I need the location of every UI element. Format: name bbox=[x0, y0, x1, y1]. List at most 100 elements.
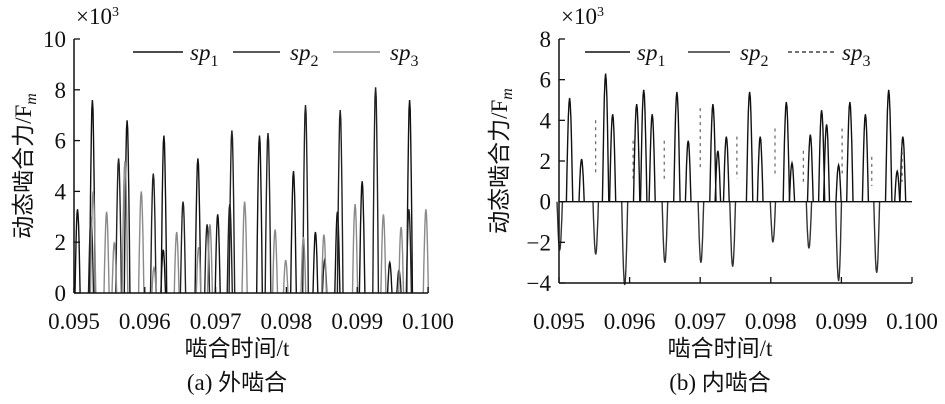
peak-mark bbox=[769, 201, 777, 243]
series-sp3 bbox=[595, 108, 903, 186]
series-sp1 bbox=[74, 99, 414, 294]
y-tick-label: 8 bbox=[55, 78, 67, 103]
x-tick-label: 0.096 bbox=[604, 309, 656, 334]
peak-mark bbox=[405, 209, 413, 294]
peak-mark bbox=[302, 104, 309, 294]
peak-mark bbox=[300, 236, 307, 294]
peak-mark bbox=[601, 73, 610, 202]
peak-mark bbox=[320, 234, 327, 294]
peak-mark bbox=[884, 89, 893, 202]
peak-mark bbox=[592, 201, 600, 255]
peak-mark bbox=[406, 99, 414, 294]
x-tick-label: 0.097 bbox=[190, 309, 242, 334]
y-tick-label: 10 bbox=[43, 27, 66, 52]
peak-mark bbox=[782, 101, 791, 202]
chart-panel-a: 0 2 4 6 8 10 0.095 0.096 0.097 0.098 0.099 0.100 ×10… bbox=[11, 4, 454, 395]
peak-mark bbox=[358, 181, 366, 294]
peak-mark bbox=[151, 265, 157, 294]
y-multiplier: ×103 bbox=[561, 4, 604, 29]
legend-item-sp2: sp2 bbox=[688, 40, 768, 70]
x-tick-label: 0.097 bbox=[674, 309, 726, 334]
peak-mark bbox=[195, 247, 202, 294]
peak-mark bbox=[121, 160, 129, 294]
x-axis-label: 啮合时间/t bbox=[185, 336, 290, 361]
legend-label: sp2 bbox=[290, 40, 318, 70]
x-axis-label: 啮合时间/t bbox=[668, 336, 773, 361]
peak-mark bbox=[336, 110, 344, 294]
peak-mark bbox=[873, 201, 881, 273]
peak-mark bbox=[226, 204, 233, 294]
peak-mark bbox=[149, 173, 157, 294]
peak-mark bbox=[709, 104, 717, 202]
x-tick-label: 0.098 bbox=[261, 309, 313, 334]
peak-mark bbox=[805, 201, 813, 249]
y-tick-label: 0 bbox=[55, 281, 67, 306]
peak-mark bbox=[206, 224, 214, 294]
peak-mark bbox=[137, 191, 145, 294]
x-tick-label: 0.099 bbox=[816, 309, 868, 334]
peak-mark bbox=[714, 150, 722, 202]
peak-mark bbox=[264, 132, 272, 294]
legend-label: sp2 bbox=[740, 40, 768, 70]
peak-mark bbox=[729, 201, 737, 267]
peak-mark bbox=[565, 97, 574, 202]
legend-label: sp1 bbox=[190, 40, 218, 70]
legend-item-sp3: sp3 bbox=[788, 40, 870, 70]
y-axis-label: 动态啮合力/Fm bbox=[487, 88, 515, 234]
legend-label: sp3 bbox=[842, 40, 870, 70]
peak-mark bbox=[697, 201, 705, 263]
peak-mark bbox=[386, 260, 393, 294]
peak-mark bbox=[115, 158, 123, 294]
peak-mark bbox=[398, 226, 405, 294]
legend-item-sp1: sp1 bbox=[133, 40, 218, 70]
peak-mark bbox=[834, 201, 843, 282]
peak-mark bbox=[673, 91, 681, 202]
peak-mark bbox=[684, 140, 692, 202]
x-tick-label: 0.095 bbox=[48, 309, 100, 334]
peak-mark bbox=[179, 201, 187, 294]
y-axis-label: 动态啮合力/Fm bbox=[11, 93, 39, 239]
y-tick-label: 2 bbox=[55, 230, 67, 255]
y-tick-label: 2 bbox=[540, 149, 552, 174]
y-tick-label: −4 bbox=[527, 271, 552, 296]
panel-caption: (a) 外啮合 bbox=[187, 370, 287, 395]
panel-caption: (b) 内啮合 bbox=[669, 370, 771, 395]
peak-mark bbox=[639, 89, 648, 202]
x-tick-label: 0.098 bbox=[745, 309, 797, 334]
peak-mark bbox=[756, 136, 764, 202]
series-sp3 bbox=[89, 160, 430, 294]
peak-mark bbox=[214, 214, 221, 294]
peak-mark bbox=[256, 135, 263, 294]
x-tick-label: 0.099 bbox=[331, 309, 383, 334]
peak-mark bbox=[290, 171, 297, 294]
x-tick-label: 0.100 bbox=[402, 309, 454, 334]
legend-label: sp3 bbox=[390, 40, 418, 70]
peak-mark bbox=[74, 209, 81, 294]
y-tick-label: 0 bbox=[540, 190, 552, 215]
legend-item-sp1: sp1 bbox=[585, 40, 665, 70]
series-sp2 bbox=[87, 87, 413, 294]
peak-mark bbox=[272, 229, 279, 294]
peak-mark bbox=[380, 214, 387, 294]
peak-mark bbox=[817, 110, 826, 202]
peak-mark bbox=[89, 191, 97, 294]
peak-mark bbox=[282, 259, 289, 294]
x-tick-label: 0.096 bbox=[119, 309, 171, 334]
peak-mark bbox=[334, 211, 341, 294]
y-tick-label: 8 bbox=[540, 27, 552, 52]
peak-mark bbox=[312, 231, 319, 294]
y-tick-label: 6 bbox=[55, 129, 67, 154]
peak-mark bbox=[173, 231, 180, 294]
peak-mark bbox=[621, 201, 629, 286]
y-tick-label: 4 bbox=[55, 179, 67, 204]
legend-item-sp2: sp2 bbox=[233, 40, 318, 70]
peak-mark bbox=[608, 114, 617, 202]
y-multiplier: ×103 bbox=[76, 4, 119, 29]
y-tick-label: 4 bbox=[540, 108, 552, 133]
peak-mark bbox=[351, 204, 359, 294]
peak-mark bbox=[894, 168, 901, 202]
peak-mark bbox=[160, 135, 168, 294]
x-tick-label: 0.100 bbox=[886, 309, 938, 334]
peak-mark bbox=[372, 87, 380, 294]
